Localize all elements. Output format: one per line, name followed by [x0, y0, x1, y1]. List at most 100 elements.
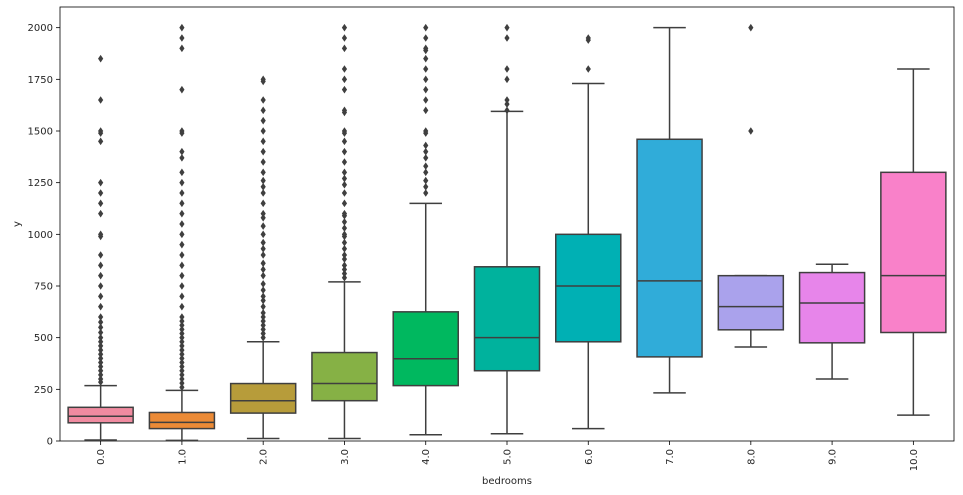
outlier-point — [179, 251, 185, 259]
y-tick-label: 500 — [34, 333, 53, 344]
outlier-point — [341, 158, 348, 166]
iqr-box — [229, 382, 297, 414]
box-1.0 — [148, 23, 216, 442]
outlier-point — [260, 265, 266, 274]
outlier-point — [98, 342, 104, 350]
iqr-box — [148, 411, 216, 430]
outlier-point — [260, 302, 266, 311]
outlier-point — [98, 328, 104, 337]
outlier-point — [260, 245, 266, 253]
outlier-point — [260, 106, 266, 115]
outlier-point — [260, 75, 266, 84]
outlier-point — [260, 259, 266, 268]
outlier-point — [260, 329, 266, 338]
outlier-point — [179, 313, 185, 321]
outlier-point — [504, 100, 510, 108]
outlier-point — [260, 251, 266, 259]
box-8.0 — [717, 23, 785, 348]
y-axis-label: y — [12, 221, 23, 227]
outlier-point — [260, 158, 266, 166]
x-tick-label: 5.0 — [503, 449, 514, 465]
outlier-point — [748, 23, 754, 32]
outlier-point — [423, 162, 429, 170]
outlier-point — [341, 209, 348, 218]
outlier-point — [260, 230, 266, 239]
outlier-point — [260, 147, 266, 156]
outlier-point — [423, 189, 429, 197]
iqr-box — [636, 138, 703, 358]
outlier-point — [179, 34, 185, 42]
outlier-point — [341, 23, 348, 32]
outlier-point — [179, 383, 185, 392]
outlier-point — [179, 358, 185, 367]
outlier-point — [341, 251, 348, 259]
outlier-point — [179, 329, 185, 338]
y-tick-label: 750 — [34, 282, 53, 293]
boxes-group — [67, 23, 947, 442]
outlier-point — [98, 178, 104, 187]
outlier-point — [260, 325, 266, 334]
outlier-point — [179, 338, 185, 346]
outlier-point — [341, 273, 348, 282]
outlier-point — [179, 85, 185, 94]
outlier-point — [98, 362, 104, 371]
outlier-point — [98, 282, 104, 290]
outlier-point — [179, 354, 185, 363]
outlier-point — [98, 137, 104, 146]
outlier-point — [504, 96, 510, 104]
outlier-point — [179, 379, 185, 387]
outlier-point — [98, 338, 104, 346]
x-tick-label: 1.0 — [177, 449, 188, 465]
outlier-point — [98, 261, 104, 270]
outlier-point — [98, 346, 104, 354]
outlier-point — [260, 176, 266, 185]
outlier-point — [98, 199, 104, 208]
outlier-point — [260, 222, 266, 230]
x-tick-label: 7.0 — [665, 449, 676, 465]
box-3.0 — [311, 23, 378, 440]
outlier-point — [423, 65, 429, 73]
outlier-point — [260, 333, 266, 342]
x-tick-label: 0.0 — [96, 449, 107, 465]
outlier-point — [98, 127, 104, 135]
outlier-point — [585, 34, 591, 42]
outlier-point — [260, 321, 266, 330]
outlier-point — [260, 280, 266, 288]
outlier-point — [98, 323, 104, 332]
outlier-point — [98, 271, 104, 280]
outlier-point — [423, 34, 429, 42]
y-tick-label: 250 — [34, 385, 53, 396]
outlier-point — [179, 292, 185, 301]
outlier-point — [98, 54, 104, 63]
outlier-point — [260, 168, 266, 177]
y-axis-ticks: 0 250 500 750 1000 1250 1500 1750 2000 — [28, 23, 60, 448]
box-10.0 — [880, 68, 947, 416]
outlier-point — [98, 313, 104, 321]
outlier-point — [423, 85, 429, 94]
outlier-point — [179, 317, 185, 325]
x-tick-label: 6.0 — [584, 449, 595, 465]
outlier-point — [341, 180, 348, 189]
outlier-point — [179, 220, 185, 228]
x-axis-label: bedrooms — [482, 476, 532, 487]
outlier-point — [423, 96, 429, 104]
outlier-point — [423, 176, 429, 185]
outlier-point — [341, 168, 348, 177]
box-2.0 — [229, 75, 297, 440]
outlier-point — [179, 230, 185, 239]
outlier-point — [341, 261, 348, 270]
outlier-point — [98, 371, 104, 379]
outlier-point — [179, 342, 185, 350]
outlier-point — [504, 65, 510, 73]
outlier-point — [179, 333, 185, 342]
outlier-point — [179, 154, 185, 162]
outlier-point — [98, 96, 104, 104]
outlier-point — [260, 199, 266, 208]
y-tick-label: 1000 — [28, 230, 53, 241]
outlier-point — [260, 286, 266, 294]
outlier-point — [504, 75, 510, 84]
outlier-point — [179, 44, 185, 53]
x-tick-label: 8.0 — [746, 449, 757, 465]
outlier-point — [179, 321, 185, 330]
